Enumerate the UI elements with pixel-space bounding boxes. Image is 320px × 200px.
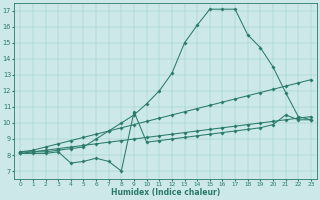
X-axis label: Humidex (Indice chaleur): Humidex (Indice chaleur) xyxy=(111,188,220,197)
